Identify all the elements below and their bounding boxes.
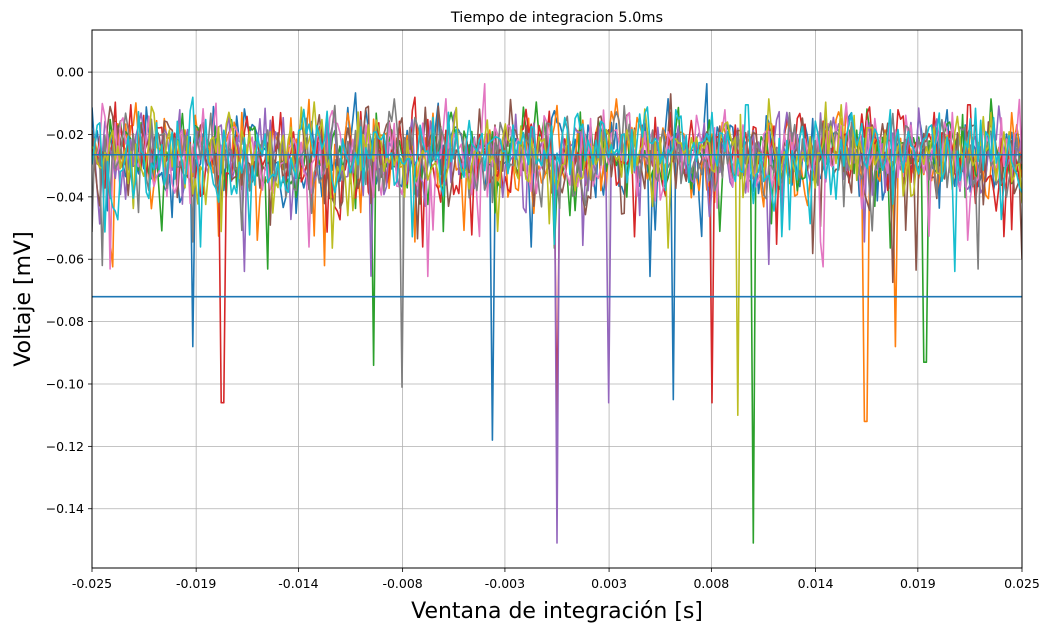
x-tick-label: 0.003 <box>591 576 627 591</box>
y-tick-label: 0.00 <box>56 65 84 80</box>
y-tick-label: −0.12 <box>46 439 84 454</box>
y-tick-label: −0.06 <box>46 252 84 267</box>
x-tick-label: -0.014 <box>278 576 318 591</box>
y-tick-label: −0.10 <box>46 376 84 391</box>
y-tick-label: −0.14 <box>46 501 84 516</box>
x-tick-label: -0.003 <box>485 576 525 591</box>
y-axis-label: Voltaje [mV] <box>11 231 36 366</box>
x-tick-label: -0.019 <box>176 576 216 591</box>
x-tick-label: 0.025 <box>1004 576 1040 591</box>
plot-frame <box>91 29 1023 569</box>
y-tick-label: −0.08 <box>46 314 84 329</box>
y-tick-label: −0.04 <box>46 189 84 204</box>
y-tick-label: −0.02 <box>46 127 84 142</box>
x-tick-label: -0.025 <box>72 576 112 591</box>
horizontal-lines <box>92 153 1022 298</box>
y-axis: 0.00 −0.02 −0.04 −0.06 −0.08 −0.10 −0.12 −0.14 <box>46 65 92 516</box>
x-tick-label: 0.019 <box>900 576 936 591</box>
x-tick-label: -0.008 <box>382 576 422 591</box>
x-tick-label: 0.014 <box>798 576 834 591</box>
x-tick-label: 0.008 <box>693 576 729 591</box>
x-axis: -0.025 -0.019 -0.014 -0.008 -0.003 0.003 0.008… <box>72 568 1040 591</box>
chart-title: Tiempo de integracion 5.0ms <box>450 10 663 26</box>
x-axis-label: Ventana de integración [s] <box>411 599 703 624</box>
series-line-10 <box>92 96 1022 273</box>
